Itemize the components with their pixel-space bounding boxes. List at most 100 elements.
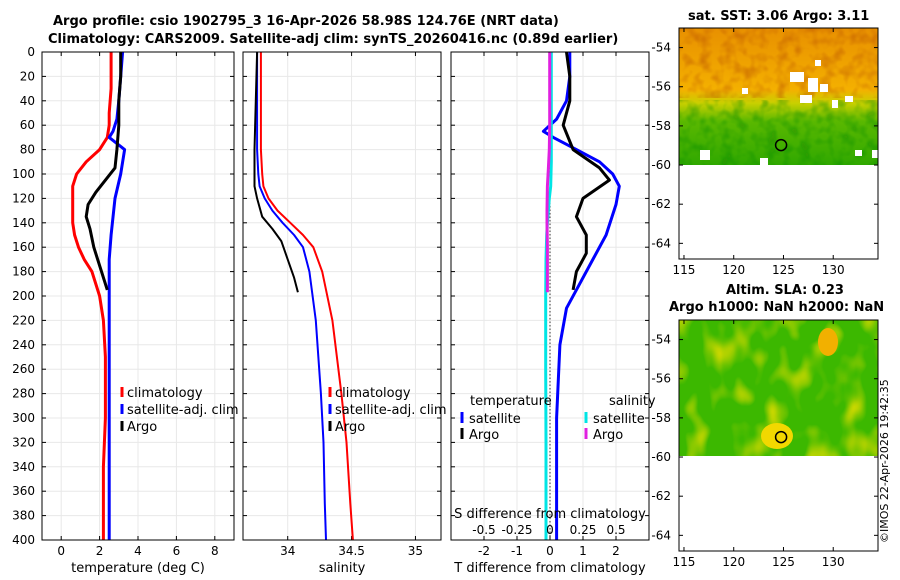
sst-lat-label: -54 bbox=[651, 41, 671, 55]
temp-legend-label: Argo bbox=[127, 420, 157, 435]
sla-lat-label: -64 bbox=[651, 528, 671, 542]
depth-tick-label: 380 bbox=[12, 509, 35, 523]
temp-series-argo bbox=[84, 52, 123, 291]
sla-lat-label: -62 bbox=[651, 489, 671, 503]
sal-xtick-label: 34 bbox=[280, 544, 295, 558]
sla-lat-label: -54 bbox=[651, 333, 671, 347]
sla-argo-eddy bbox=[761, 423, 793, 449]
sst-map-title: sat. SST: 3.06 Argo: 3.11 bbox=[688, 9, 870, 24]
diff-series-temperature-satellite bbox=[541, 52, 621, 540]
diff-series-group bbox=[541, 52, 621, 540]
sla-lon-label: 115 bbox=[673, 555, 696, 569]
sst-map-frame bbox=[678, 27, 879, 260]
sla-map-frame bbox=[678, 319, 879, 552]
sla-lat-label: -60 bbox=[651, 450, 671, 464]
depth-tick-label: 100 bbox=[12, 167, 35, 181]
temp-xtick-label: 6 bbox=[173, 544, 181, 558]
diff-legend-label: Argo bbox=[469, 428, 499, 443]
diff-xtick-label: 1 bbox=[579, 544, 587, 558]
diff-xtick-label: 2 bbox=[612, 544, 620, 558]
imos-credit: ©IMOS 22-Apr-2026 19:42:35 bbox=[878, 379, 891, 543]
sst-argo-location-marker bbox=[774, 138, 788, 152]
temperature-panel: 0204060801001201401601802002202402602803… bbox=[12, 45, 239, 576]
depth-tick-label: 40 bbox=[20, 94, 35, 108]
temp-xtick-label: 2 bbox=[96, 544, 104, 558]
sla-lon-label: 125 bbox=[772, 555, 795, 569]
sal-xlabel: salinity bbox=[319, 561, 366, 576]
sst-lat-label: -56 bbox=[651, 80, 671, 94]
depth-tick-label: 200 bbox=[12, 289, 35, 303]
depth-tick-label: 260 bbox=[12, 362, 35, 376]
temp-xtick-label: 8 bbox=[211, 544, 219, 558]
sal-xtick-label: 34.5 bbox=[338, 544, 365, 558]
sla-map-title-line1: Altim. SLA: 0.23 bbox=[726, 283, 844, 298]
sla-lon-label: 130 bbox=[822, 555, 845, 569]
sst-lat-label: -60 bbox=[651, 158, 671, 172]
depth-tick-label: 220 bbox=[12, 313, 35, 327]
sst-map-texture bbox=[679, 28, 878, 165]
sla-lon-label: 120 bbox=[722, 555, 745, 569]
depth-tick-label: 80 bbox=[20, 143, 35, 157]
sal-xtick-label: 35 bbox=[408, 544, 423, 558]
diff-legend-sal-heading: salinity bbox=[609, 394, 656, 409]
temp-xlabel: temperature (deg C) bbox=[71, 561, 205, 576]
depth-tick-label: 140 bbox=[12, 216, 35, 230]
temp-frame bbox=[41, 51, 235, 541]
depth-tick-label: 240 bbox=[12, 338, 35, 352]
depth-tick-label: 120 bbox=[12, 191, 35, 205]
diff-legend-label: Argo bbox=[593, 428, 623, 443]
sla-no-data bbox=[679, 456, 878, 550]
temp-legend-label: satellite-adj. clim bbox=[127, 403, 239, 418]
sla-argo-location-marker bbox=[774, 430, 788, 444]
main-title-line2: Climatology: CARS2009. Satellite-adj cli… bbox=[48, 32, 619, 47]
depth-tick-label: 0 bbox=[27, 45, 35, 59]
sst-lat-label: -58 bbox=[651, 119, 671, 133]
sla-map-title-line2: Argo h1000: NaN h2000: NaN bbox=[669, 300, 885, 315]
sal-series-satellite-adj-clim bbox=[256, 52, 327, 540]
sst-lon-label: 115 bbox=[673, 263, 696, 277]
main-title-line1: Argo profile: csio 1902795_3 16-Apr-2026… bbox=[53, 14, 559, 29]
depth-tick-label: 280 bbox=[12, 387, 35, 401]
diff-s-axis-label: S difference from climatology bbox=[454, 507, 646, 522]
sla-lat-label: -56 bbox=[651, 372, 671, 386]
depth-tick-label: 300 bbox=[12, 411, 35, 425]
depth-tick-label: 60 bbox=[20, 118, 35, 132]
sst-no-data bbox=[679, 165, 878, 259]
depth-tick-label: 180 bbox=[12, 265, 35, 279]
sst-lat-label: -64 bbox=[651, 236, 671, 250]
diff-s-tick-label: 0 bbox=[546, 523, 554, 537]
diff-s-tick-label: -0.5 bbox=[472, 523, 495, 537]
sal-legend-label: Argo bbox=[335, 420, 365, 435]
sst-lon-label: 125 bbox=[772, 263, 795, 277]
sst-cloud-gaps bbox=[700, 60, 878, 165]
sla-lat-label: -58 bbox=[651, 411, 671, 425]
depth-tick-label: 340 bbox=[12, 460, 35, 474]
sst-lat-label: -62 bbox=[651, 197, 671, 211]
temp-legend-label: climatology bbox=[127, 386, 203, 401]
diff-s-tick-label: 0.25 bbox=[570, 523, 597, 537]
sal-series-group bbox=[253, 52, 354, 540]
diff-frame bbox=[450, 51, 650, 541]
diff-s-tick-label: 0.5 bbox=[606, 523, 625, 537]
diff-series-temperature-argo bbox=[561, 52, 611, 291]
sst-lon-label: 120 bbox=[722, 263, 745, 277]
sla-warm-eddy bbox=[818, 328, 838, 356]
sla-map bbox=[679, 320, 878, 550]
depth-tick-label: 160 bbox=[12, 240, 35, 254]
diff-xlabel: T difference from climatology bbox=[453, 561, 646, 576]
diff-xtick-label: 0 bbox=[546, 544, 554, 558]
diff-xtick-label: -2 bbox=[478, 544, 490, 558]
depth-tick-label: 400 bbox=[12, 533, 35, 547]
temp-xtick-label: 0 bbox=[57, 544, 65, 558]
diff-legend-temp-heading: temperature bbox=[470, 394, 552, 409]
difference-panel: -2 -1 0 1 2 T difference from climatology temp… bbox=[450, 51, 656, 576]
sal-series-argo bbox=[253, 52, 299, 293]
diff-series-salinity-argo bbox=[545, 52, 552, 293]
sst-map bbox=[679, 28, 878, 259]
sal-legend-label: satellite-adj. clim bbox=[335, 403, 447, 418]
salinity-panel: 34 34.5 35 salinity climatology satellite-adj… bbox=[242, 51, 447, 576]
sal-frame bbox=[242, 51, 442, 541]
sal-series-climatology bbox=[259, 52, 354, 540]
